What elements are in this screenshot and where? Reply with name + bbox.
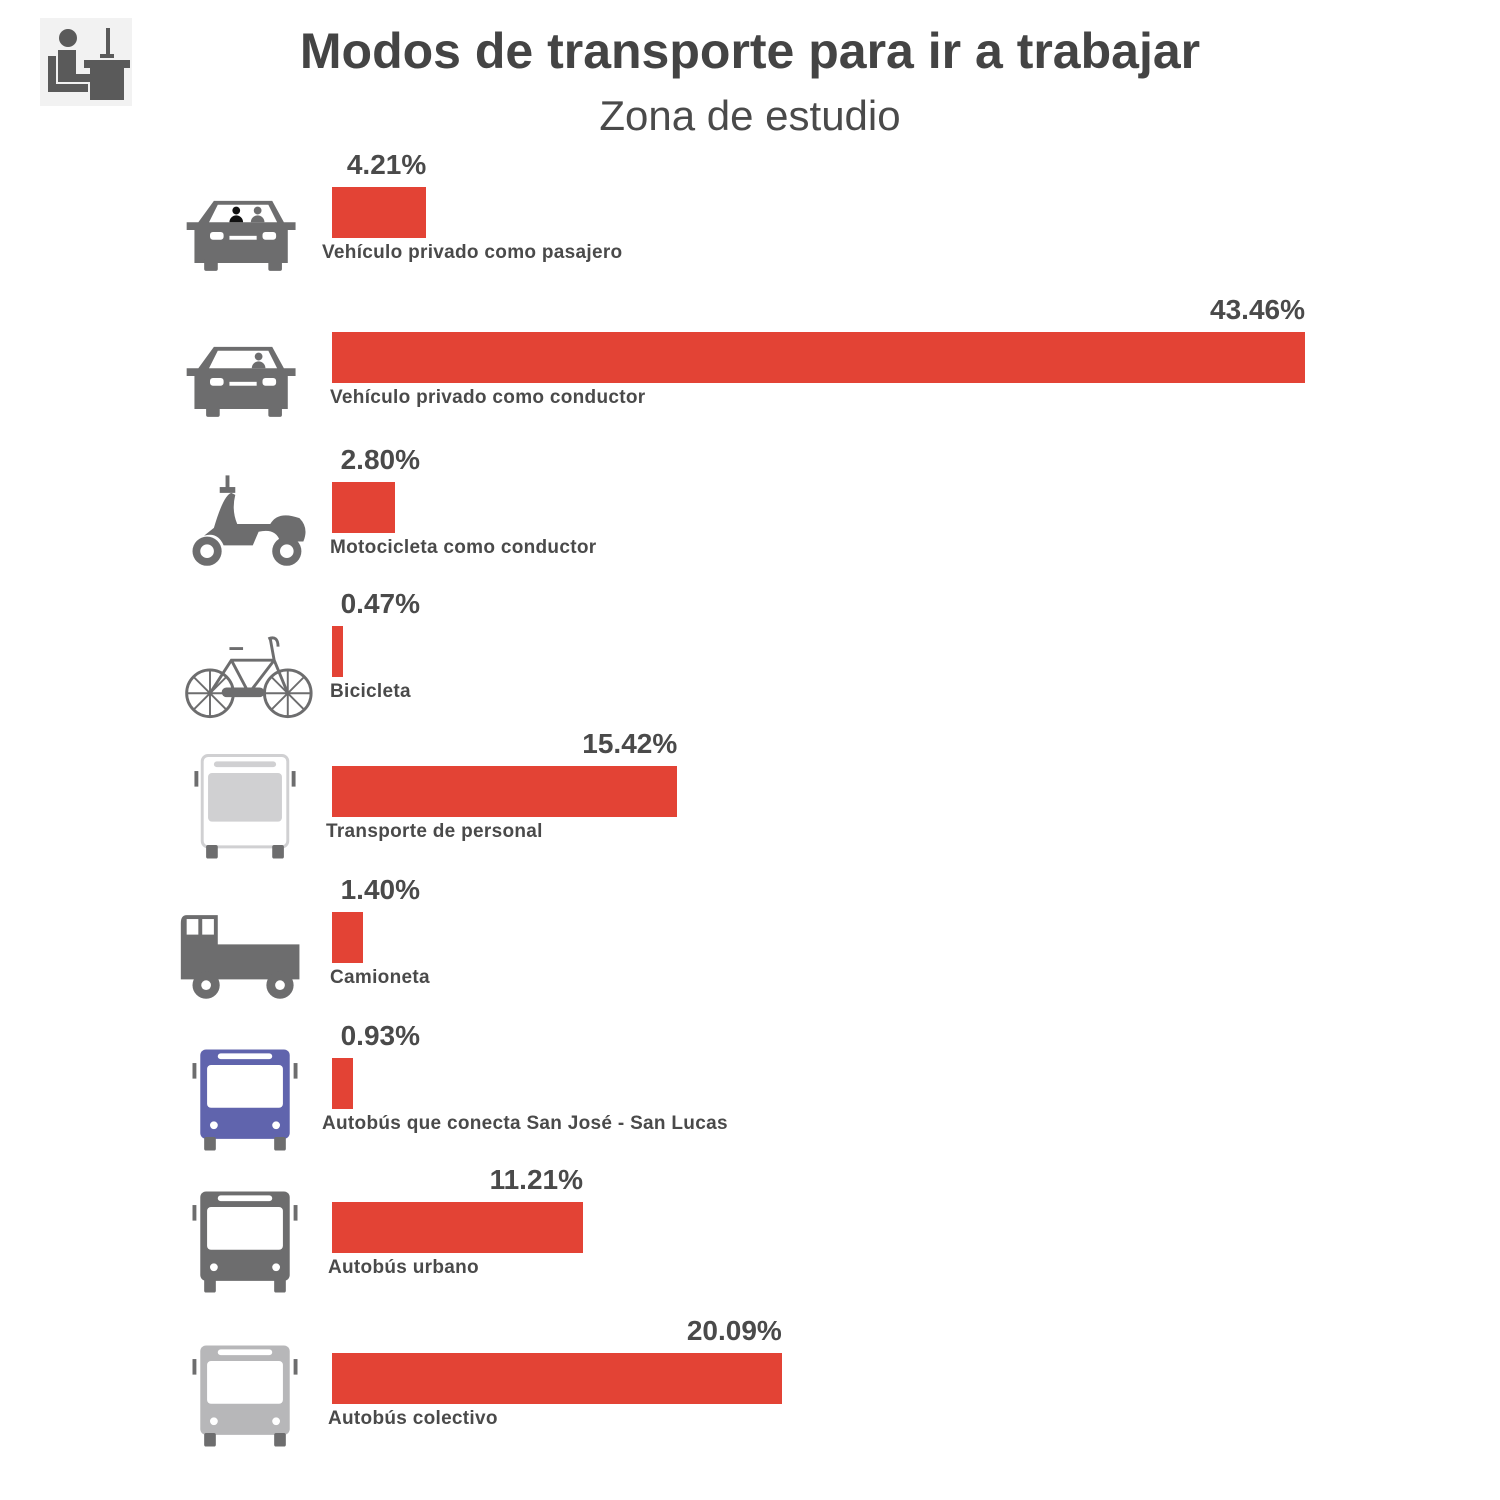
chart-row: 2.80% Motocicleta como conductor — [0, 444, 1500, 586]
category-label: Motocicleta como conductor — [330, 537, 597, 558]
bar-value-label: 2.80% — [340, 444, 420, 475]
category-label: Bicicleta — [330, 681, 411, 702]
bar — [332, 332, 1305, 383]
chart-row: 0.47% Bicicleta — [0, 588, 1500, 730]
pickup-truck-icon — [175, 896, 315, 1016]
chart-title: Modos de transporte para ir a trabajar — [299, 23, 1201, 79]
chart-subtitle: Zona de estudio — [599, 92, 901, 139]
bar — [332, 482, 395, 533]
bar-value-label: 1.40% — [340, 874, 420, 905]
chart-row: 0.93% Autobús que conecta San José - San … — [0, 1020, 1500, 1162]
chart-row: 43.46% Vehículo privado como conductor — [0, 294, 1500, 438]
chart-row: 11.21% Autobús urbano — [0, 1164, 1500, 1304]
bar — [332, 626, 343, 677]
collective-bus-icon — [175, 1336, 315, 1456]
category-label: Camioneta — [330, 967, 430, 988]
bar-value-label: 15.42% — [582, 728, 678, 759]
category-label: Autobús urbano — [328, 1257, 479, 1278]
bar — [332, 1202, 583, 1253]
bar-value-label: 0.93% — [340, 1020, 420, 1051]
bar-value-label: 0.47% — [340, 588, 420, 619]
bar — [332, 1353, 782, 1404]
office-worker-icon — [40, 18, 132, 106]
bar — [332, 187, 427, 238]
chart-row: 1.40% Camioneta — [0, 874, 1500, 1018]
category-label: Vehículo privado como pasajero — [322, 242, 623, 263]
category-label: Autobús que conecta San José - San Lucas — [322, 1113, 728, 1134]
chart-row: 20.09% Autobús colectivo — [0, 1315, 1500, 1458]
category-label: Vehículo privado como conductor — [330, 387, 646, 408]
chart-row: 4.21% Vehículo privado como pasajero — [0, 149, 1500, 292]
intercity-bus-icon — [175, 1040, 315, 1160]
category-label: Transporte de personal — [326, 821, 543, 842]
bicycle-icon — [175, 608, 315, 728]
urban-bus-icon — [175, 1182, 315, 1302]
scooter-icon — [175, 464, 315, 584]
bar — [332, 912, 364, 963]
car-passenger-icon — [175, 170, 315, 290]
personnel-bus-icon — [175, 748, 315, 868]
bar-value-label: 4.21% — [346, 149, 427, 180]
chart-row: 15.42% Transporte de personal — [0, 728, 1500, 870]
category-label: Autobús colectivo — [328, 1408, 498, 1429]
car-driver-icon — [175, 316, 315, 436]
bar — [332, 1058, 353, 1109]
bar-value-label: 11.21% — [489, 1164, 583, 1195]
bar-value-label: 20.09% — [686, 1315, 782, 1346]
bar — [332, 766, 678, 817]
bar-value-label: 43.46% — [1210, 294, 1305, 325]
